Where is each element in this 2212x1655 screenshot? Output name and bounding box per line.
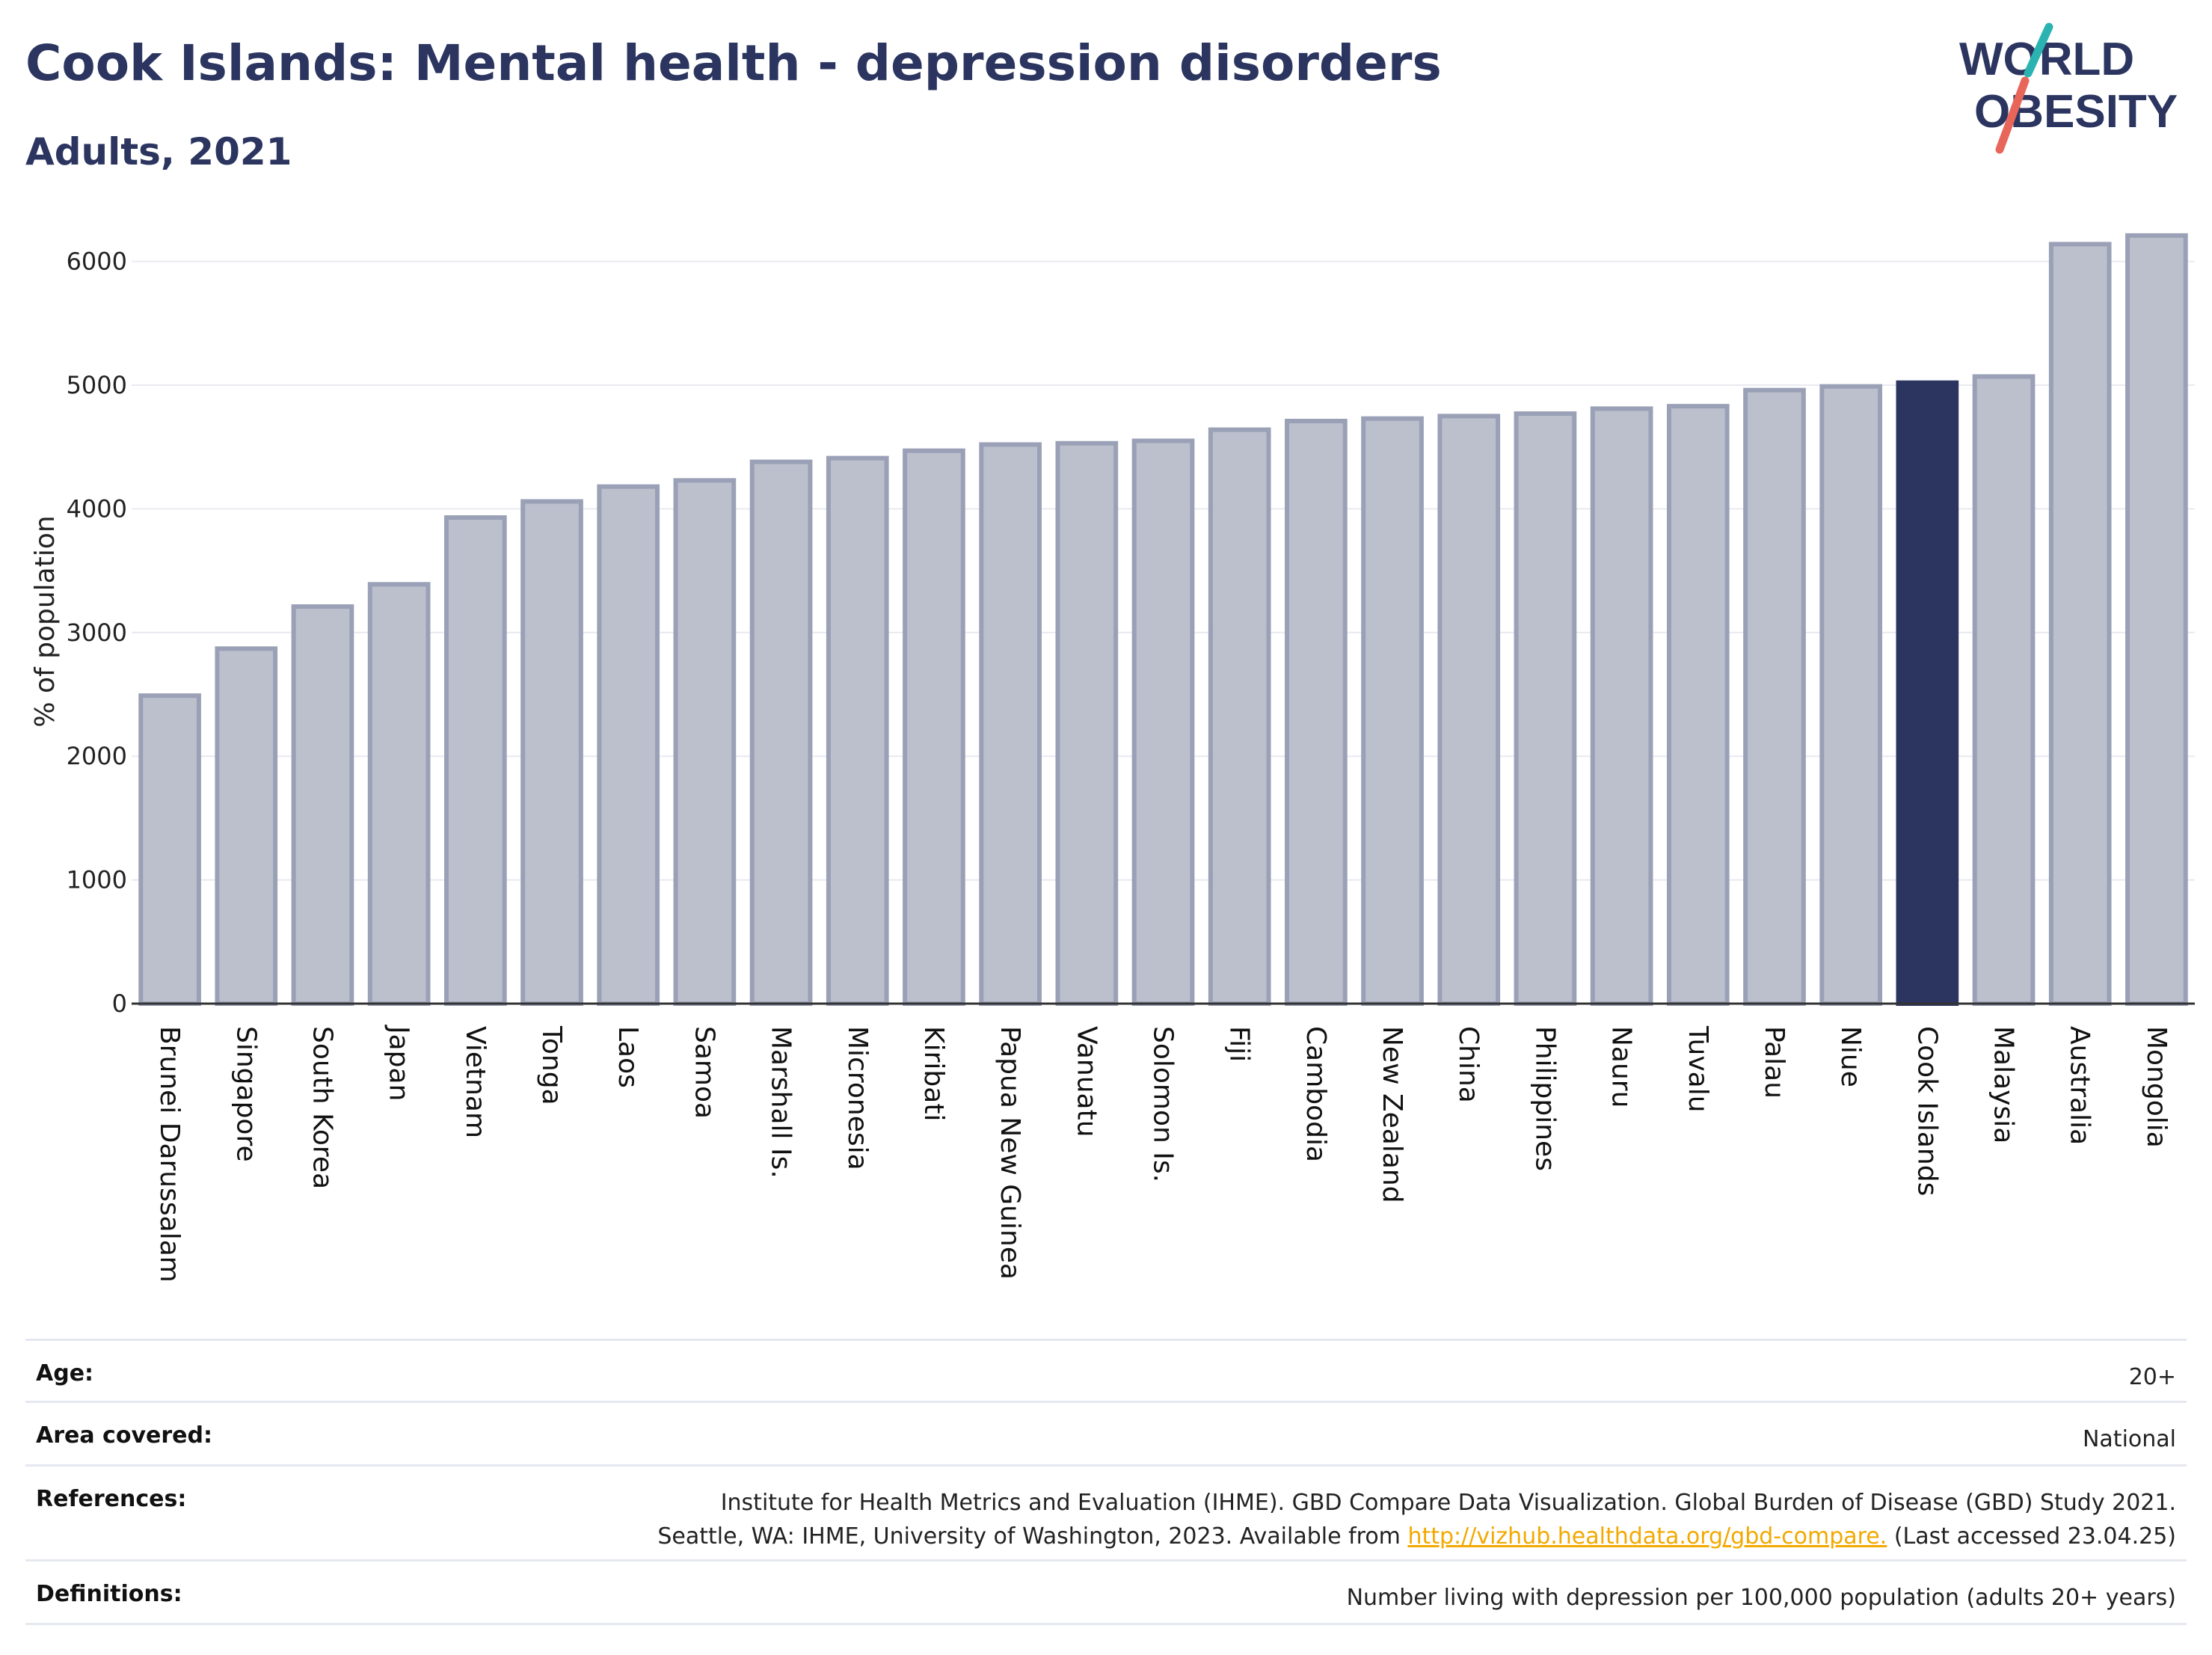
y-tick-label: 2000 <box>67 742 127 770</box>
bar-solomon-is <box>1131 438 1195 1006</box>
x-tick-label: Marshall Is. <box>766 1026 796 1179</box>
bar-japan <box>367 582 431 1006</box>
x-tick-label: Mongolia <box>2141 1026 2172 1148</box>
bar-laos <box>597 484 660 1006</box>
x-tick-label: Cambodia <box>1300 1026 1331 1162</box>
x-tick-label: Tonga <box>536 1025 567 1105</box>
y-tick-label: 6000 <box>67 248 127 276</box>
bar-vietnam <box>444 515 507 1006</box>
bar-philippines <box>1514 411 1577 1006</box>
bar-tonga <box>520 499 583 1006</box>
x-tick-label: Singapore <box>230 1026 261 1162</box>
x-tick-label: Malaysia <box>1988 1026 2019 1143</box>
bar-vanuatu <box>1055 440 1119 1006</box>
y-axis-title: % of population <box>30 515 61 727</box>
page-subtitle: Adults, 2021 <box>25 130 292 174</box>
x-tick-label: China <box>1453 1026 1484 1103</box>
meta-label-age: Age: <box>36 1360 94 1387</box>
bar-china <box>1437 414 1501 1006</box>
bar-singapore <box>215 646 278 1006</box>
x-tick-label: Laos <box>612 1026 643 1088</box>
x-tick-label: Australia <box>2065 1026 2095 1145</box>
x-tick-label: Cook Islands <box>1911 1026 1942 1196</box>
logo-line-1: WORLD <box>1959 34 2134 85</box>
bar-chart: 0 1000 2000 3000 4000 5000 6000 % of population… <box>30 233 2195 1283</box>
bar-tuvalu <box>1666 404 1730 1006</box>
meta-label-references: References: <box>36 1486 187 1512</box>
reference-line-1: Institute for Health Metrics and Evaluat… <box>720 1490 2176 1516</box>
logo-slash-top <box>2024 22 2053 78</box>
bar-nauru <box>1590 406 1653 1006</box>
bar-cambodia <box>1285 418 1348 1006</box>
page-title: Cook Islands: Mental health - depression… <box>25 34 1442 92</box>
y-tick-label: 3000 <box>67 618 127 647</box>
reference-line-2-text: Seattle, WA: IHME, University of Washing… <box>657 1523 1408 1550</box>
bar-micronesia <box>826 455 889 1006</box>
y-tick-label: 4000 <box>67 494 127 523</box>
bar-malaysia <box>1972 374 2036 1006</box>
y-tick-label: 5000 <box>67 371 127 399</box>
bar-brunei-darussalam <box>138 693 201 1007</box>
meta-row-references: References: Institute for Health Metrics… <box>25 1464 2187 1559</box>
meta-value-age: 20+ <box>2128 1364 2176 1390</box>
bar-cook-islands <box>1896 380 1959 1006</box>
reference-line-2: Seattle, WA: IHME, University of Washing… <box>657 1520 2176 1553</box>
x-tick-label: Micronesia <box>842 1026 873 1170</box>
x-tick-label: South Korea <box>307 1026 337 1189</box>
meta-value-area: National <box>2082 1426 2176 1452</box>
x-tick-label: Fiji <box>1224 1026 1255 1062</box>
reference-suffix: (Last accessed 23.04.25) <box>1887 1523 2176 1550</box>
x-tick-label: Vietnam <box>460 1026 491 1138</box>
x-tick-label: Brunei Darussalam <box>154 1026 185 1283</box>
bar-kiribati <box>903 448 965 1006</box>
bar-papua-new-guinea <box>979 442 1042 1006</box>
bar-samoa <box>673 478 737 1006</box>
meta-label-definitions: Definitions: <box>36 1581 182 1607</box>
bar-marshall-is <box>749 459 813 1006</box>
x-tick-label: New Zealand <box>1377 1026 1407 1203</box>
y-tick-label: 0 <box>112 989 127 1018</box>
x-tick-label: Papua New Guinea <box>995 1026 1025 1280</box>
reference-link[interactable]: http://vizhub.healthdata.org/gbd-compare… <box>1407 1523 1887 1550</box>
bar-palau <box>1743 387 1806 1006</box>
y-tick-label: 1000 <box>67 866 127 894</box>
metadata-table: Age: 20+ Area covered: National Referenc… <box>25 1339 2187 1625</box>
logo-slash-bottom <box>1995 76 2030 154</box>
x-tick-label: Kiribati <box>918 1026 949 1121</box>
bar-mongolia <box>2125 233 2188 1006</box>
meta-row-definitions: Definitions: Number living with depressi… <box>25 1559 2187 1625</box>
bar-south-korea <box>291 604 354 1006</box>
bar-niue <box>1819 384 1882 1006</box>
x-tick-label: Solomon Is. <box>1148 1026 1179 1182</box>
meta-label-area: Area covered: <box>36 1422 212 1449</box>
bar-new-zealand <box>1361 416 1424 1006</box>
x-tick-label: Samoa <box>689 1026 719 1119</box>
world-obesity-logo: WORLD OBESITY <box>1959 22 2178 154</box>
x-tick-label: Niue <box>1835 1026 1866 1087</box>
x-tick-label: Tuvalu <box>1683 1025 1713 1113</box>
x-tick-label: Vanuatu <box>1071 1026 1102 1137</box>
x-tick-label: Philippines <box>1529 1026 1560 1171</box>
meta-row-area: Area covered: National <box>25 1401 2187 1464</box>
meta-value-references: Institute for Health Metrics and Evaluat… <box>657 1486 2176 1553</box>
meta-row-age: Age: 20+ <box>25 1339 2187 1401</box>
bar-fiji <box>1208 427 1271 1006</box>
meta-value-definitions: Number living with depression per 100,00… <box>1346 1585 2176 1611</box>
x-tick-label: Japan <box>384 1025 414 1101</box>
x-tick-label: Palau <box>1759 1026 1789 1099</box>
x-tick-label: Nauru <box>1606 1026 1637 1108</box>
bar-australia <box>2048 242 2112 1006</box>
